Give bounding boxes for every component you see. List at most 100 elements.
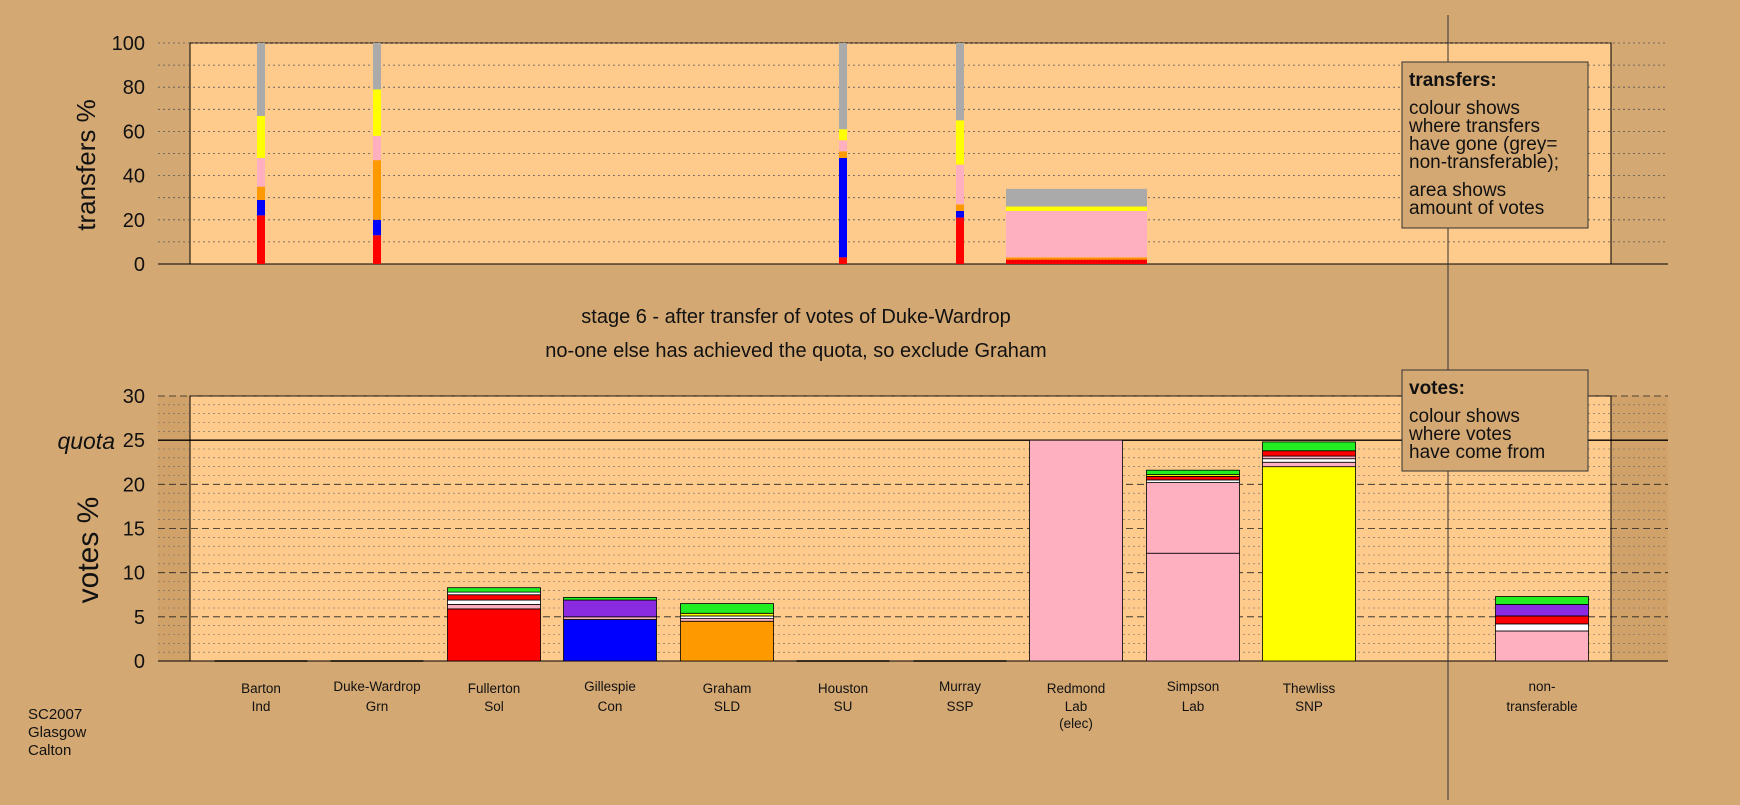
transfer-segment — [839, 129, 847, 141]
footer: SC2007 Glasgow Calton — [28, 706, 87, 759]
transfer-segment — [1006, 257, 1147, 260]
transfers-y-axis-label: transfers % — [71, 99, 101, 231]
transfer-segment — [956, 43, 964, 121]
vote-segment — [1495, 604, 1589, 617]
vote-segment — [1262, 450, 1356, 457]
transfer-segment — [257, 43, 265, 116]
candidate-labels: Barton Ind Duke-Wardrop Grn Fullerton Sol Gill… — [241, 679, 1578, 731]
transfer-segment — [956, 120, 964, 165]
candidate-party: Sol — [484, 699, 504, 714]
stage-subtitle: no-one else has achieved the quota, so e… — [545, 340, 1046, 362]
votes-legend: votes: colour shows where votes have com… — [1401, 369, 1589, 472]
candidate-name: non- — [1528, 679, 1555, 694]
candidate-name: Duke-Wardrop — [333, 679, 420, 694]
votes-legend-title: votes: — [1409, 378, 1465, 399]
vote-segment — [1495, 630, 1589, 662]
candidate-party: Lab — [1065, 699, 1088, 714]
candidate-note: (elec) — [1059, 716, 1093, 731]
candidate-name: Barton — [241, 681, 281, 696]
vote-segment — [563, 597, 657, 601]
votes-grid — [158, 395, 1668, 662]
candidate-name: Thewliss — [1283, 681, 1336, 696]
transfer-segment — [373, 43, 381, 90]
transfer-segment — [839, 140, 847, 152]
transfer-segment — [373, 160, 381, 220]
candidate-party: SNP — [1295, 699, 1323, 714]
vote-segment — [1262, 461, 1356, 468]
candidate-party: SU — [834, 699, 853, 714]
transfer-segment — [257, 215, 265, 264]
transfers-tick-label: 40 — [123, 166, 145, 188]
transfer-segment — [373, 219, 381, 236]
vote-segment — [447, 599, 541, 605]
votes-tick-label: 30 — [123, 386, 145, 408]
vote-segment — [680, 620, 774, 662]
vote-segment — [1495, 615, 1589, 625]
transfers-tick-label: 60 — [123, 121, 145, 143]
candidate-name: Graham — [703, 681, 752, 696]
transfer-segment — [257, 115, 265, 158]
vote-segment — [1029, 439, 1123, 662]
votes-legend-line: colour shows — [1409, 406, 1520, 427]
votes-bars — [214, 439, 1589, 662]
transfer-segment — [839, 157, 847, 258]
transfer-segment — [257, 157, 265, 187]
transfers-legend: transfers: colour shows where transfers … — [1401, 61, 1589, 229]
transfer-segment — [1006, 206, 1147, 211]
transfers-tick-label: 100 — [112, 33, 145, 55]
candidate-name: Redmond — [1047, 681, 1106, 696]
vote-segment — [1146, 482, 1240, 554]
candidate-party: transferable — [1506, 699, 1577, 714]
candidate-name: Houston — [818, 681, 868, 696]
transfer-segment — [956, 204, 964, 211]
transfer-segment — [257, 186, 265, 200]
candidate-name: Fullerton — [468, 681, 521, 696]
transfers-tick-label: 20 — [123, 210, 145, 232]
vote-segment — [563, 619, 657, 662]
transfers-legend-line: where transfers — [1408, 116, 1540, 137]
transfer-segment — [1006, 188, 1147, 207]
transfers-legend-line: amount of votes — [1409, 198, 1544, 219]
transfer-segment — [373, 89, 381, 136]
footer-line: SC2007 — [28, 706, 82, 723]
candidate-party: Grn — [366, 699, 389, 714]
transfers-legend-line: have gone (grey= — [1409, 134, 1557, 155]
transfer-segment — [839, 151, 847, 158]
transfer-segment — [1006, 259, 1147, 264]
vote-segment — [680, 603, 774, 614]
transfer-segment — [956, 217, 964, 264]
votes-legend-line: where votes — [1408, 424, 1511, 445]
vote-segment — [1262, 466, 1356, 662]
transfers-legend-line: area shows — [1409, 180, 1506, 201]
vote-segment — [563, 599, 657, 618]
vote-segment — [1146, 552, 1240, 662]
vote-segment — [1146, 475, 1240, 481]
vote-segment — [1262, 441, 1356, 452]
transfers-tick-label: 80 — [123, 77, 145, 99]
transfers-legend-line: non-transferable); — [1409, 152, 1559, 173]
transfer-segment — [956, 210, 964, 218]
stage-title: stage 6 - after transfer of votes of Duk… — [581, 306, 1010, 328]
vote-segment — [1262, 458, 1356, 463]
votes-legend-line: have come from — [1409, 442, 1545, 463]
candidate-name: Simpson — [1167, 679, 1220, 694]
transfers-legend-title: transfers: — [1409, 70, 1497, 91]
transfer-segment — [839, 257, 847, 264]
vote-segment — [447, 587, 541, 593]
candidate-name: Gillespie — [584, 679, 636, 694]
transfer-segment — [257, 199, 265, 216]
votes-tick-label: 15 — [123, 519, 145, 541]
transfers-legend-line: colour shows — [1409, 98, 1520, 119]
votes-tick-label: 20 — [123, 474, 145, 496]
votes-tick-label: 5 — [134, 607, 145, 629]
candidate-party: Con — [598, 699, 623, 714]
vote-segment — [1495, 623, 1589, 632]
transfer-segment — [373, 135, 381, 161]
votes-tick-label: 10 — [123, 563, 145, 585]
votes-tick-label: 25 — [123, 430, 145, 452]
candidate-party: SSP — [946, 699, 973, 714]
vote-segment — [1495, 596, 1589, 605]
transfer-segment — [373, 235, 381, 264]
